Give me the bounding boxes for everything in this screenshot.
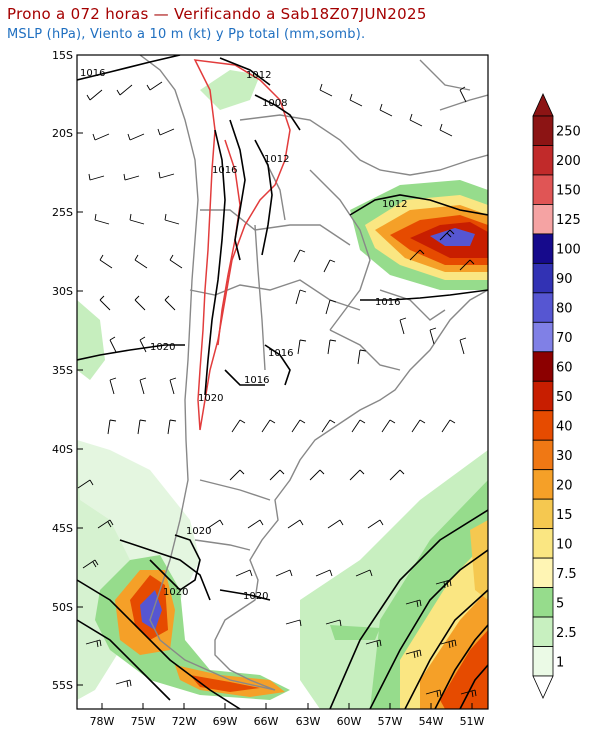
lon-label: 69W: [213, 715, 238, 728]
lat-label: 20S: [52, 127, 73, 140]
isobar-label: 1012: [382, 199, 407, 210]
lon-label: 51W: [460, 715, 485, 728]
lon-label: 78W: [90, 715, 115, 728]
isobar-label: 1020: [243, 591, 268, 602]
isobar-label: 1016: [212, 165, 237, 176]
country-borders: [139, 55, 488, 691]
lon-label: 63W: [296, 715, 321, 728]
isobar-label: 1016: [80, 68, 105, 79]
isobar-labels: 1016 1012 1008 1016 1012 1012 1016 1020 …: [80, 68, 407, 602]
lat-label: 55S: [52, 679, 73, 692]
lon-label: 66W: [254, 715, 279, 728]
isobar-label: 1012: [264, 154, 289, 165]
lon-label: 75W: [131, 715, 156, 728]
lon-label: 57W: [378, 715, 403, 728]
lon-label: 72W: [172, 715, 197, 728]
isobar-label: 1020: [198, 393, 223, 404]
lat-label: 50S: [52, 601, 73, 614]
lat-label: 35S: [52, 364, 73, 377]
lat-label: 45S: [52, 522, 73, 535]
wind-barbs: [77, 81, 477, 698]
isobar-label: 1020: [150, 342, 175, 353]
isobar-label: 1016: [268, 348, 293, 359]
lon-label: 60W: [337, 715, 362, 728]
lat-label: 30S: [52, 285, 73, 298]
isobar-label: 1012: [246, 70, 271, 81]
isobars: [77, 55, 488, 709]
lon-label: 54W: [419, 715, 444, 728]
lat-label: 25S: [52, 206, 73, 219]
lat-label: 40S: [52, 443, 73, 456]
map-frame: [76, 54, 489, 710]
isobar-label: 1020: [186, 526, 211, 537]
map-title: Prono a 072 horas — Verificando a Sab18Z…: [7, 5, 427, 23]
latitude-ticks: [77, 132, 83, 686]
isobar-label: 1016: [375, 297, 400, 308]
longitude-ticks: [101, 703, 473, 709]
latitude-axis: 15S 20S 25S 30S 35S 40S 45S 50S 55S: [52, 49, 73, 692]
isobar-label: 1016: [244, 375, 269, 386]
map-subtitle: MSLP (hPa), Viento a 10 m (kt) y Pp tota…: [7, 27, 366, 42]
isobar-label: 1008: [262, 98, 287, 109]
lat-label: 15S: [52, 49, 73, 62]
isobar-label: 1020: [163, 587, 188, 598]
longitude-axis: 78W 75W 72W 69W 66W 63W 60W 57W 54W 51W: [90, 715, 485, 728]
